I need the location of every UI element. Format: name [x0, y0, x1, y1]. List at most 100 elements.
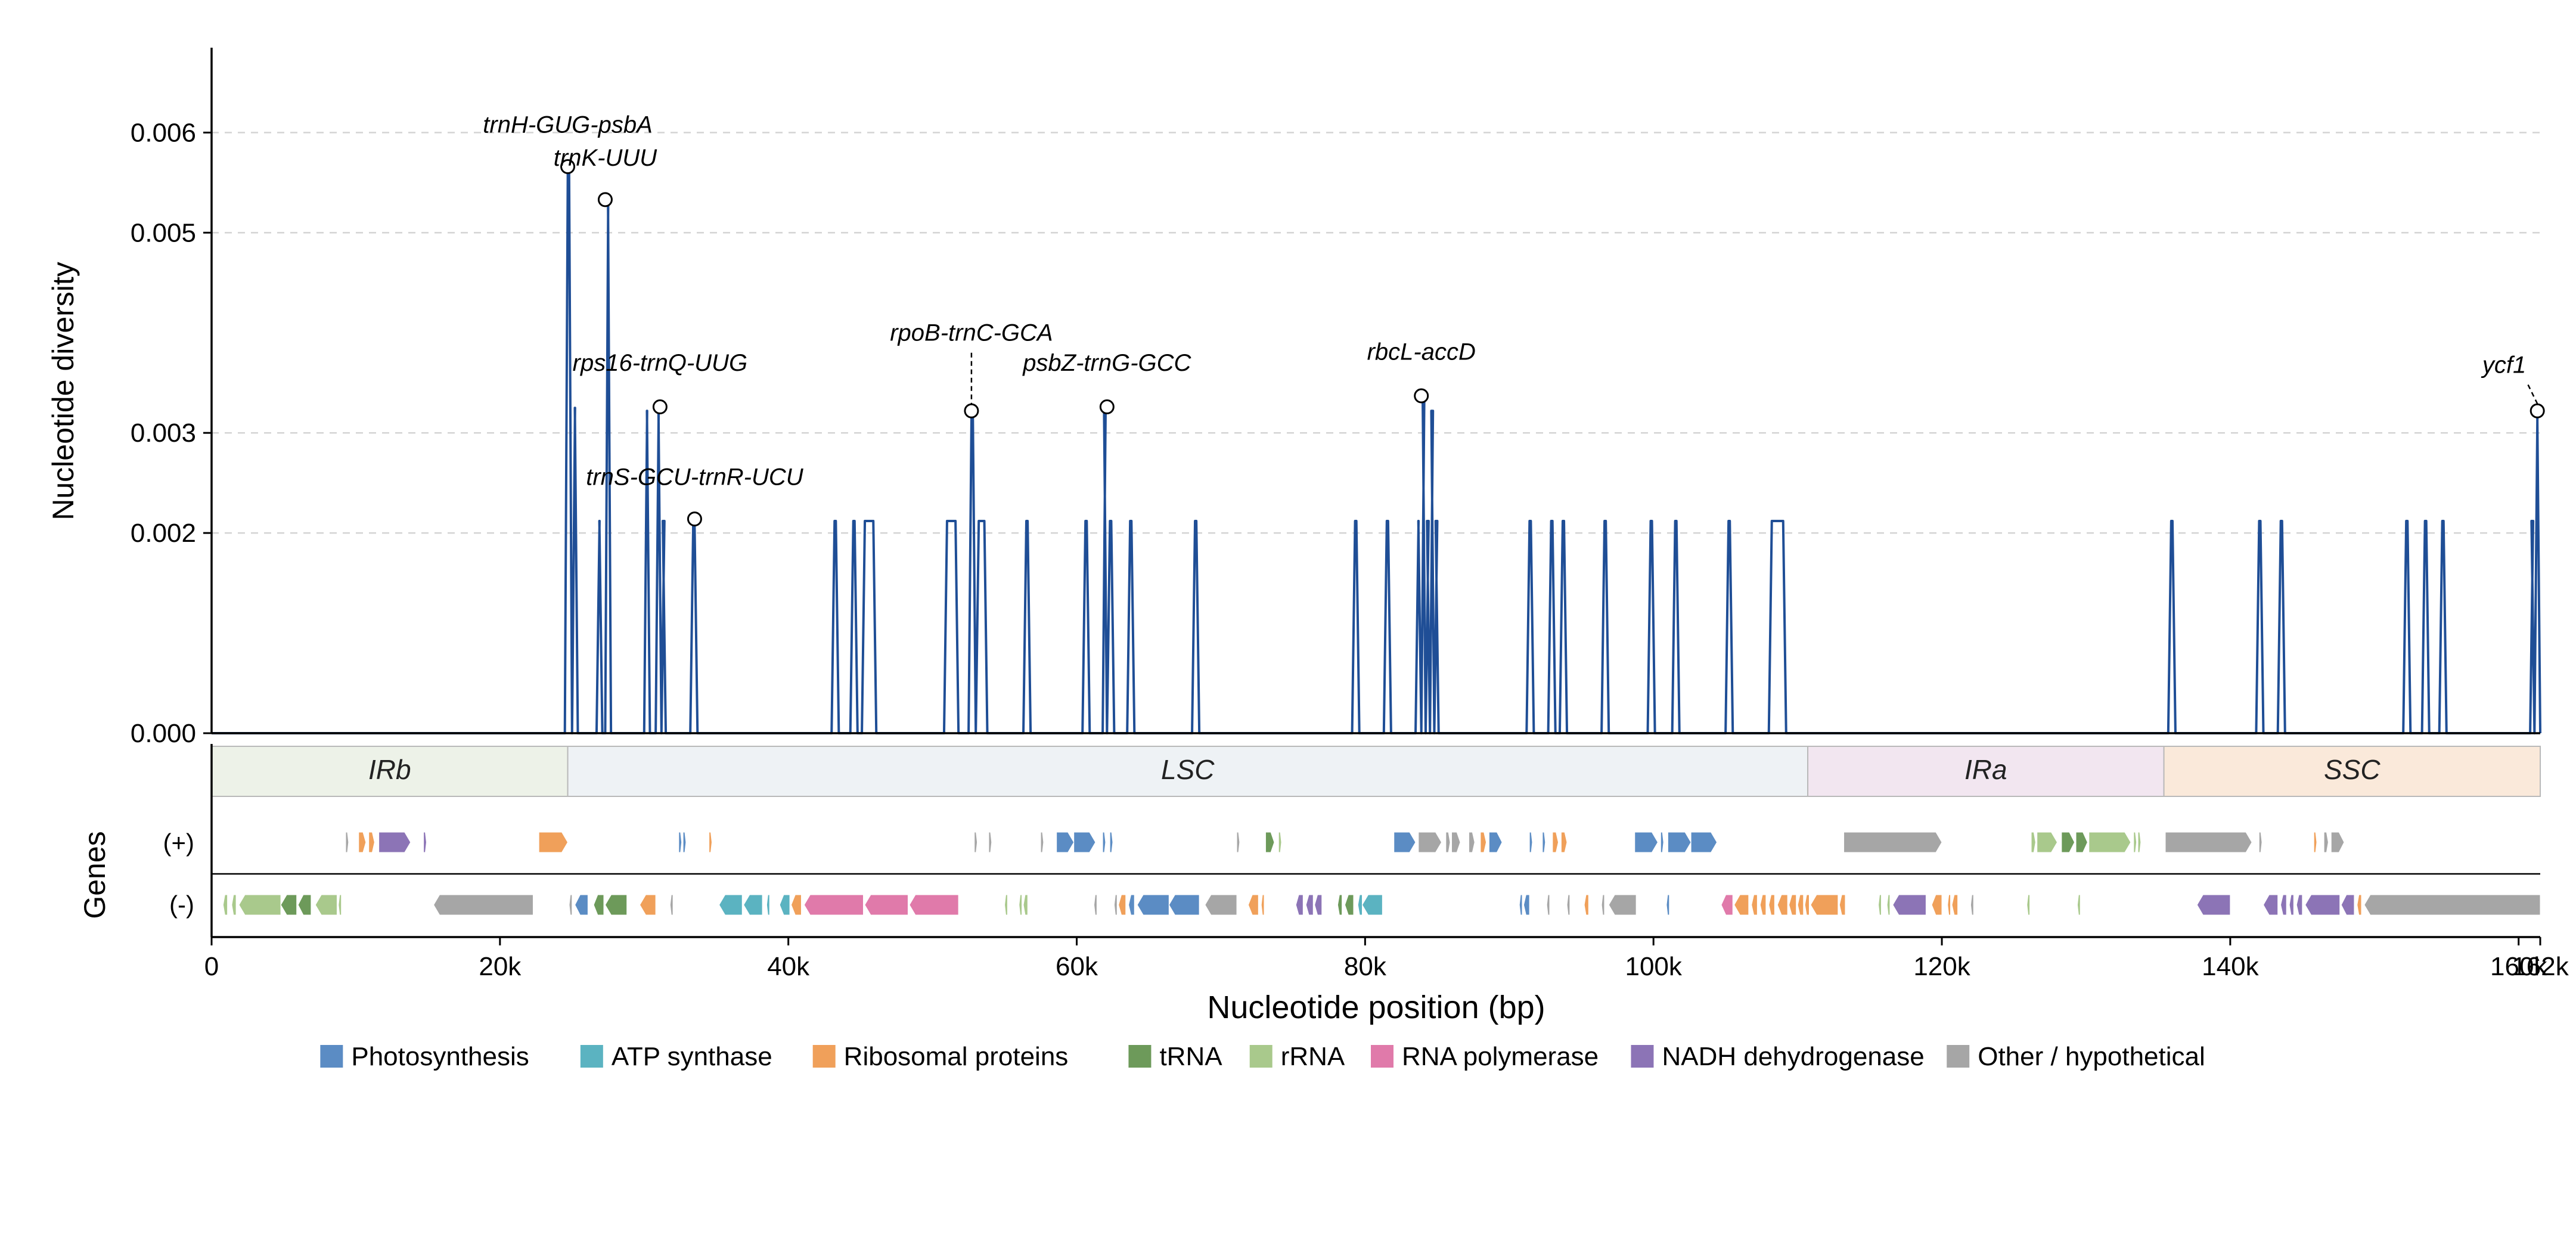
gene-minus-strand — [575, 894, 588, 916]
gene-minus-strand — [297, 894, 312, 916]
legend: Photosynthesis ATP synthase Ribosomal prot… — [320, 1042, 2205, 1071]
gene-minus-strand — [2364, 894, 2541, 916]
gene-minus-strand — [718, 894, 743, 916]
gene-minus-strand — [1666, 894, 1670, 916]
x-tick-label: 60k — [1056, 952, 1098, 981]
gene-minus-strand — [1247, 894, 1259, 916]
y-tick-label: 0.000 — [131, 719, 196, 748]
x-tick-label: 162k — [2512, 952, 2569, 981]
gene-plus-strand — [2088, 832, 2131, 853]
gene-plus-strand — [678, 832, 682, 853]
axes: 0.000 0.002 0.003 0.005 0.006 0 20k 40k 60k 80k 10… — [131, 48, 2569, 981]
x-tick-label: 100k — [1625, 952, 1682, 981]
gene-minus-strand — [238, 894, 281, 916]
gene-minus-strand — [766, 894, 770, 916]
gene-minus-strand — [1608, 894, 1637, 916]
y-tick-label: 0.002 — [131, 519, 196, 548]
gene-minus-strand — [1886, 894, 1891, 916]
gene-plus-strand — [1480, 832, 1487, 853]
gene-minus-strand — [1751, 894, 1758, 916]
gene-plus-strand — [2258, 832, 2262, 853]
gene-plus-strand — [1660, 832, 1664, 853]
gene-minus-strand — [2341, 894, 2355, 916]
gene-minus-strand — [569, 894, 573, 916]
peak-label: trnK-UUU — [554, 145, 657, 171]
gene-minus-strand — [1023, 894, 1028, 916]
gene-minus-strand — [1804, 894, 1810, 916]
region-irb — [211, 746, 569, 797]
legend-swatch — [812, 1045, 836, 1068]
gene-minus-strand — [669, 894, 674, 916]
gene-minus-strand — [2289, 894, 2294, 916]
region-track: IRb LSC IRa SSC — [211, 746, 2541, 797]
gene-plus-strand — [1102, 832, 1106, 853]
x-tick-label: 20k — [479, 952, 522, 981]
gene-minus-strand — [1546, 894, 1550, 916]
gene-plus-strand — [538, 832, 569, 853]
gene-track — [222, 832, 2541, 916]
peak-marker — [2530, 403, 2545, 418]
gene-plus-strand — [1560, 832, 1568, 853]
legend-swatch — [320, 1045, 343, 1068]
gene-plus-strand — [1236, 832, 1240, 853]
x-tick-label: 160k — [2490, 952, 2547, 981]
x-tick-label: 120k — [1913, 952, 1970, 981]
gene-minus-strand — [1759, 894, 1767, 916]
gene-minus-strand — [1137, 894, 1169, 916]
gene-minus-strand — [1789, 894, 1797, 916]
gene-minus-strand — [1951, 894, 1959, 916]
peak-label: trnS-GCU-trnR-UCU — [586, 464, 804, 491]
gene-minus-strand — [1004, 894, 1008, 916]
gene-minus-strand — [743, 894, 763, 916]
gene-minus-strand — [1261, 894, 1265, 916]
region-label-ssc: SSC — [2324, 754, 2381, 785]
gene-minus-strand — [1168, 894, 1200, 916]
gene-plus-strand — [1529, 832, 1533, 853]
peak-marker — [560, 159, 576, 174]
gene-plus-strand — [1265, 832, 1275, 853]
gene-plus-strand — [1445, 832, 1451, 853]
region-label-ira: IRa — [1964, 754, 2007, 785]
gene-minus-strand — [2357, 894, 2362, 916]
gene-minus-strand — [604, 894, 628, 916]
peak-marker — [1414, 388, 1429, 404]
y-tick-label: 0.006 — [131, 118, 196, 147]
gene-plus-strand — [2037, 832, 2058, 853]
gene-minus-strand — [1305, 894, 1314, 916]
gene-plus-strand — [1451, 832, 1461, 853]
gene-minus-strand — [2305, 894, 2341, 916]
gene-plus-strand — [1418, 832, 1442, 853]
gene-plus-strand — [345, 832, 349, 853]
gene-plus-strand — [2133, 832, 2137, 853]
gene-plus-strand — [2330, 832, 2345, 853]
gene-minus-strand — [2280, 894, 2287, 916]
gene-minus-strand — [1113, 894, 1118, 916]
region-lsc — [567, 746, 1809, 797]
gene-minus-strand — [639, 894, 656, 916]
gene-minus-strand — [1970, 894, 1974, 916]
peak-marker — [964, 403, 979, 418]
gene-plus-strand — [2165, 832, 2252, 853]
gene-minus-strand — [433, 894, 533, 916]
gene-minus-strand — [1337, 894, 1343, 916]
legend-entry: rRNA — [1281, 1042, 1345, 1071]
diversity-series — [212, 165, 2541, 734]
gene-plus-strand — [1393, 832, 1416, 853]
y-axis-title: Nucleotide diversity — [46, 262, 80, 520]
gene-minus-strand — [1019, 894, 1023, 916]
gene-plus-strand — [358, 832, 367, 853]
gene-minus-strand — [1344, 894, 1354, 916]
region-label-lsc: LSC — [1161, 754, 1215, 785]
x-tick-label: 40k — [767, 952, 810, 981]
peak-label: rpoB-trnC-GCA — [890, 320, 1053, 346]
legend-swatch — [1947, 1045, 1970, 1068]
legend-entry: RNA polymerase — [1402, 1042, 1599, 1071]
gene-minus-strand — [2026, 894, 2031, 916]
gene-plus-strand — [1056, 832, 1075, 853]
legend-swatch — [1371, 1045, 1393, 1068]
gene-plus-strand — [1040, 832, 1044, 853]
gene-minus-strand — [1947, 894, 1951, 916]
gene-minus-strand — [280, 894, 297, 916]
gene-plus-strand — [1073, 832, 1096, 853]
plus-strand-label: (+) — [163, 829, 195, 857]
